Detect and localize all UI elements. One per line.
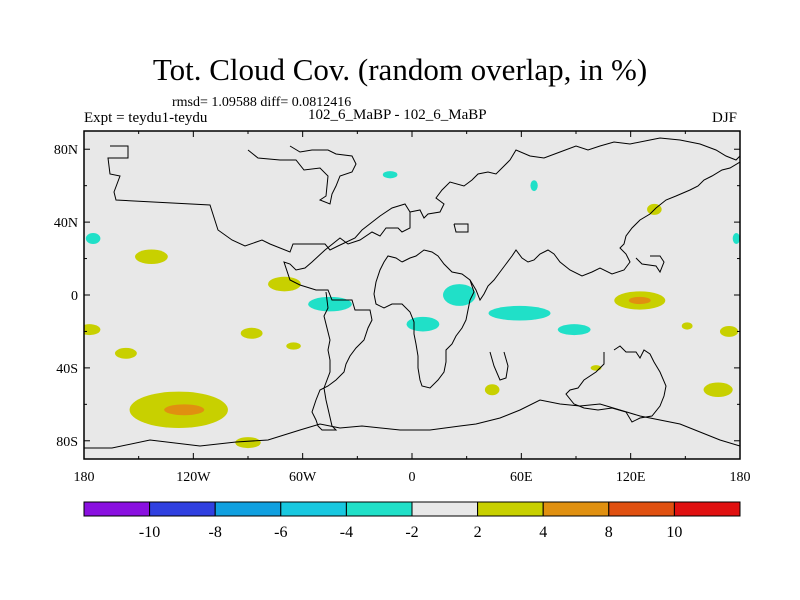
colorbar-label-7: 8 xyxy=(605,524,613,541)
coastline-australia xyxy=(565,345,667,423)
colorbar-label-6: 4 xyxy=(539,524,547,541)
y-axis: 80N 40N 0 40S 80S xyxy=(54,143,740,450)
x-tick-label-4: 60E xyxy=(510,470,533,485)
x-tick-label-3: 0 xyxy=(409,470,416,485)
colorbar-label-1: -8 xyxy=(209,524,222,541)
anomaly-region-4 xyxy=(114,347,137,359)
y-tick-label-2: 0 xyxy=(71,289,78,304)
anomaly-region-0 xyxy=(85,233,101,244)
anomaly-region-15 xyxy=(557,324,591,336)
chart-title: Tot. Cloud Cov. (random overlap, in %) xyxy=(152,52,648,87)
anomaly-region-22 xyxy=(681,322,693,330)
anomaly-region-13 xyxy=(442,284,476,306)
colorbar-label-8: 10 xyxy=(666,524,682,541)
colorbar-swatch-7 xyxy=(542,501,610,517)
colorbar-swatch-4 xyxy=(345,501,413,517)
x-tick-label-0: 180 xyxy=(74,470,95,485)
comparison-label: 102_6_MaBP - 102_6_MaBP xyxy=(308,107,487,123)
experiment-label: Expt = teydu1-teydu xyxy=(84,110,208,126)
colorbar-swatch-0 xyxy=(83,501,151,517)
anomaly-region-11 xyxy=(382,171,398,179)
anomaly-region-9 xyxy=(164,404,205,416)
coastline-layer xyxy=(84,137,740,449)
coastline-eurasia xyxy=(401,137,740,302)
anomaly-layer xyxy=(84,171,740,449)
colorbar-swatch-5 xyxy=(411,501,479,517)
colorbar-label-2: -6 xyxy=(274,524,287,541)
x-tick-label-1: 120W xyxy=(176,470,211,485)
x-tick-label-5: 120E xyxy=(616,470,646,485)
y-tick-label-1: 40N xyxy=(54,216,78,231)
coastline-north-america-arctic xyxy=(247,145,357,205)
colorbar-swatch-1 xyxy=(149,501,216,517)
anomaly-region-16 xyxy=(530,180,538,192)
coastline-antarctica xyxy=(84,399,740,449)
colorbar: -10 -8 -6 -4 -2 2 4 8 10 xyxy=(83,501,741,541)
anomaly-region-14 xyxy=(488,305,551,321)
anomaly-region-3 xyxy=(84,324,101,336)
colorbar-swatch-3 xyxy=(280,501,347,517)
x-tick-label-6: 180 xyxy=(730,470,751,485)
colorbar-swatch-9 xyxy=(673,501,741,517)
y-tick-label-4: 80S xyxy=(56,435,78,450)
colorbar-swatch-8 xyxy=(608,501,675,517)
colorbar-swatch-6 xyxy=(477,501,544,517)
anomaly-region-7 xyxy=(308,296,352,312)
colorbar-label-4: -2 xyxy=(405,524,418,541)
anomaly-region-2 xyxy=(268,276,301,292)
anomaly-region-1 xyxy=(135,249,168,265)
colorbar-label-5: 2 xyxy=(474,524,482,541)
anomaly-region-6 xyxy=(286,342,301,350)
colorbar-label-3: -4 xyxy=(340,524,353,541)
coastline-africa xyxy=(373,255,475,389)
coastline-islands-east xyxy=(635,255,665,274)
colorbar-label-0: -10 xyxy=(139,524,160,541)
season-label: DJF xyxy=(712,110,738,126)
colorbar-swatch-2 xyxy=(214,501,282,517)
coastline-americas xyxy=(107,145,411,431)
anomaly-region-21 xyxy=(719,325,739,337)
coastline-madagascar xyxy=(489,351,509,381)
anomaly-region-18 xyxy=(628,296,651,305)
anomaly-region-20 xyxy=(703,382,733,398)
anomaly-region-25 xyxy=(732,233,740,244)
anomaly-region-12 xyxy=(406,316,440,332)
anomaly-region-10 xyxy=(235,437,261,449)
y-tick-label-3: 40S xyxy=(56,362,78,377)
x-axis: 180 120W 60W 0 60E 120E 180 xyxy=(74,131,751,485)
x-tick-label-2: 60W xyxy=(289,470,317,485)
stats-label: rmsd= 1.09588 diff= 0.0812416 xyxy=(172,95,352,110)
anomaly-region-5 xyxy=(240,327,263,339)
anomaly-region-23 xyxy=(484,384,500,396)
coastline-islands-atlantic xyxy=(453,223,469,233)
y-tick-label-0: 80N xyxy=(54,143,78,158)
